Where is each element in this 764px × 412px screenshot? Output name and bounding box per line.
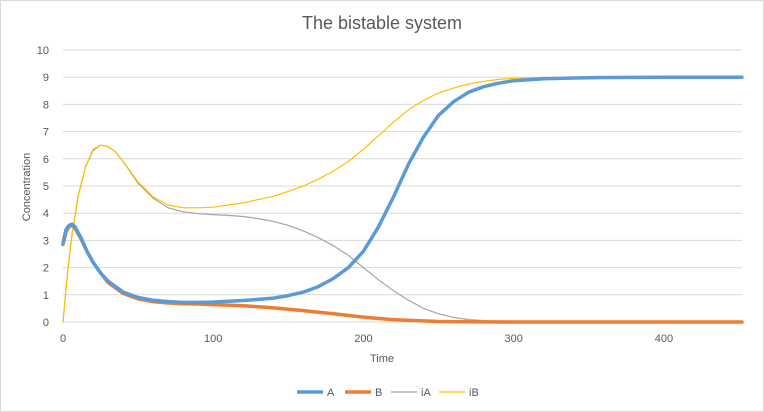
- x-axis-label: Time: [370, 353, 394, 365]
- legend-label-A: A: [327, 387, 335, 399]
- y-tick-label: 5: [43, 181, 49, 193]
- y-tick-label: 4: [43, 208, 49, 220]
- y-tick-label: 7: [43, 127, 49, 139]
- y-tick-label: 6: [43, 154, 49, 166]
- legend-label-iA: iA: [421, 387, 431, 399]
- series-lines: [61, 75, 744, 324]
- x-tick-label: 100: [204, 333, 222, 345]
- series-line-iA: [62, 144, 743, 323]
- y-tick-label: 8: [43, 99, 49, 111]
- y-axis-label: Concentration: [21, 153, 33, 222]
- y-tick-label: 0: [43, 317, 49, 329]
- x-tick-label: 400: [655, 333, 673, 345]
- y-tick-label: 9: [43, 72, 49, 84]
- series-line-B: [61, 223, 744, 324]
- series-line-iB: [62, 76, 743, 323]
- x-tick-label: 0: [60, 333, 66, 345]
- gridlines: [63, 49, 742, 323]
- x-tick-label: 300: [504, 333, 522, 345]
- y-tick-label: 3: [43, 235, 49, 247]
- x-axis-ticks: 0 100 200 300 400: [60, 333, 673, 345]
- y-tick-label: 10: [37, 45, 49, 57]
- x-tick-label: 200: [354, 333, 372, 345]
- legend-label-iB: iB: [469, 387, 479, 399]
- y-axis-ticks: 0 1 2 3 4 5 6 7 8 9 10: [37, 45, 49, 329]
- series-line-A: [61, 75, 744, 305]
- y-tick-label: 1: [43, 290, 49, 302]
- y-tick-label: 2: [43, 263, 49, 275]
- legend-label-B: B: [375, 387, 382, 399]
- chart-title: The bistable system: [302, 13, 462, 33]
